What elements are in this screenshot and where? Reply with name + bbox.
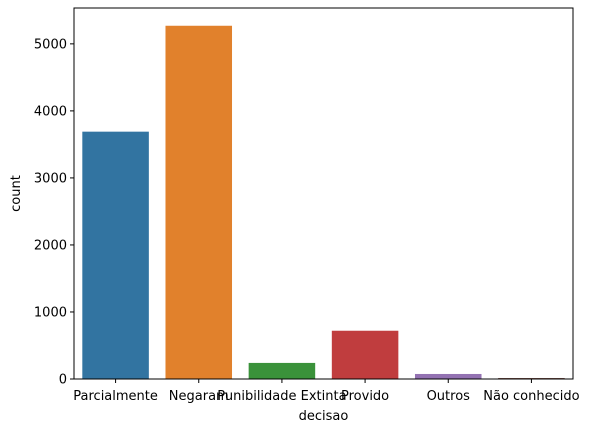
bar-1	[165, 25, 233, 379]
bar-5	[498, 377, 565, 379]
plot-area	[73, 7, 574, 380]
x-tick-label: Punibilidade Extinta	[217, 389, 346, 404]
y-tick-label: 2000	[34, 238, 67, 253]
bar-0	[82, 131, 149, 379]
x-tick-label: Não conhecido	[483, 389, 579, 404]
y-tick-label: 3000	[34, 171, 67, 186]
y-tick-label: 0	[59, 373, 67, 388]
y-tick-label: 5000	[34, 37, 67, 52]
plot-frame	[73, 7, 574, 380]
y-axis: 0 1000 2000 3000 4000 5000	[34, 37, 74, 388]
x-tick-label: Provido	[341, 389, 389, 404]
x-axis-label: decisao	[299, 409, 349, 424]
y-tick-label: 4000	[34, 104, 67, 119]
bar-2	[248, 362, 316, 379]
bar-4	[414, 373, 482, 379]
bar-3	[331, 330, 399, 379]
bars	[82, 25, 565, 379]
y-axis-label: count	[9, 175, 24, 212]
y-tick-label: 1000	[34, 305, 67, 320]
x-tick-label: Parcialmente	[73, 389, 158, 404]
x-tick-label: Negaram	[169, 389, 229, 404]
x-tick-label: Outros	[427, 389, 471, 404]
